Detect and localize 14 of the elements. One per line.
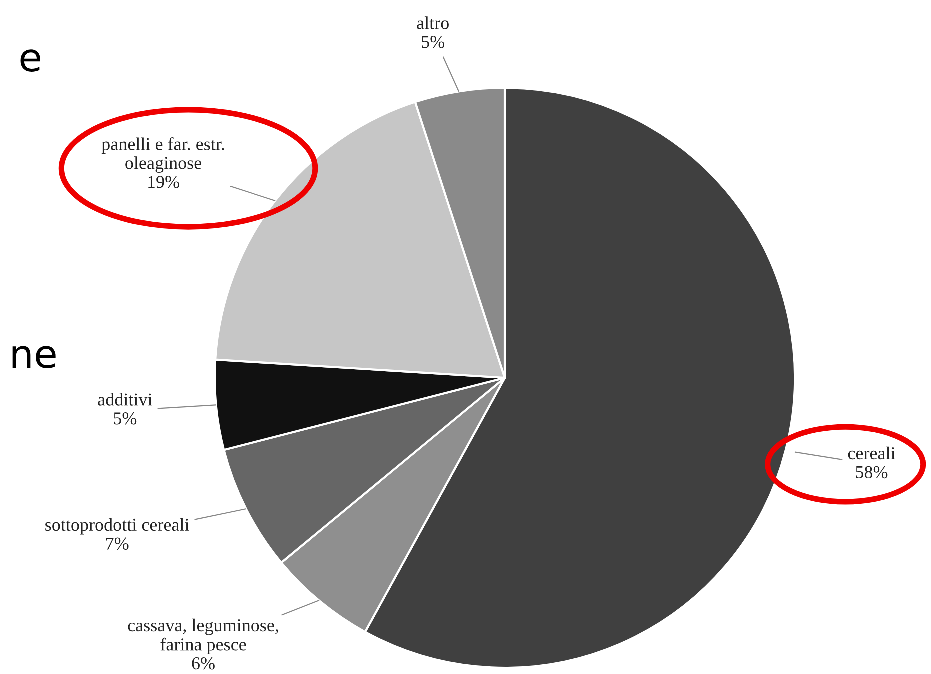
text: ne [12,346,56,369]
data-label: 5% [422,36,445,48]
slice-label: panelli e far. estr. oleaginose [102,138,224,174]
text: e [20,50,40,72]
data-label: 6% [192,657,215,670]
slice-label: cassava, leguminose, farina pesce [128,618,278,654]
data-label: 19% [148,176,180,188]
slice-label: altro [417,16,449,30]
slice-label: additivi [98,393,152,406]
data-label: 7% [106,538,129,550]
slice-label: cereali [848,446,896,460]
data-label: 5% [114,412,137,425]
data-label: 58% [856,466,888,479]
slice-label: sottoprodotti cereali [46,518,190,535]
